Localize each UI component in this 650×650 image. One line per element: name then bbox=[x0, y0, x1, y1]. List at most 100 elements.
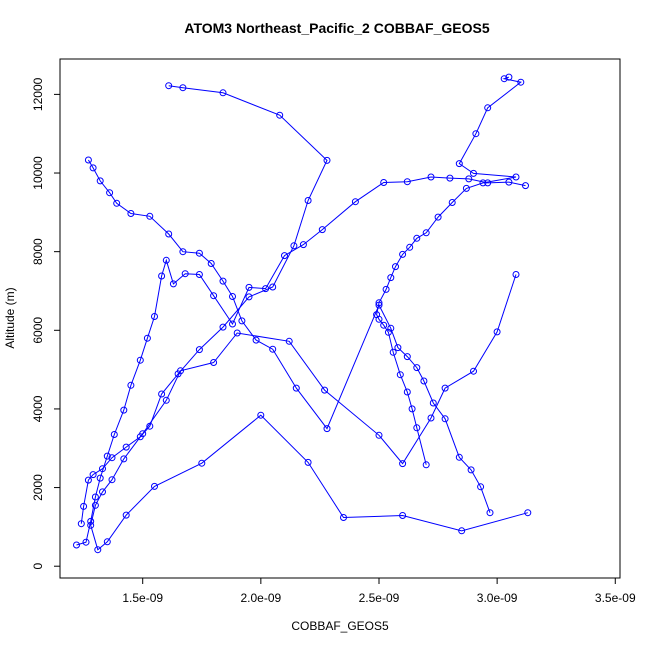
data-point bbox=[127, 381, 135, 389]
data-point bbox=[77, 520, 85, 528]
data-point bbox=[252, 336, 260, 344]
chart-title: ATOM3 Northeast_Pacific_2 COBBAF_GEOS5 bbox=[184, 20, 489, 36]
series-line-4 bbox=[80, 85, 328, 524]
data-point bbox=[429, 399, 437, 407]
data-point bbox=[396, 371, 404, 379]
data-point bbox=[479, 179, 487, 187]
data-point bbox=[517, 78, 525, 86]
data-point bbox=[524, 509, 532, 517]
data-point bbox=[245, 293, 253, 301]
data-point bbox=[422, 229, 430, 237]
y-tick-label: 0 bbox=[31, 563, 45, 570]
data-point bbox=[257, 411, 265, 419]
y-tick-label: 12000 bbox=[31, 77, 45, 111]
data-point bbox=[382, 285, 390, 293]
data-point bbox=[285, 337, 293, 345]
data-point bbox=[375, 431, 383, 439]
data-point bbox=[505, 73, 513, 81]
data-point bbox=[375, 299, 383, 307]
data-point bbox=[292, 384, 300, 392]
data-point bbox=[108, 476, 116, 484]
data-point bbox=[486, 509, 494, 517]
data-point bbox=[181, 270, 189, 278]
y-tick-label: 2000 bbox=[31, 474, 45, 501]
data-point bbox=[198, 459, 206, 467]
y-tick-label: 10000 bbox=[31, 156, 45, 190]
x-tick-label: 3.5e-09 bbox=[595, 591, 636, 605]
data-point bbox=[162, 256, 170, 264]
data-point bbox=[455, 160, 463, 168]
data-point bbox=[351, 198, 359, 206]
x-tick-label: 3.0e-09 bbox=[477, 591, 518, 605]
data-point bbox=[245, 283, 253, 291]
data-point bbox=[151, 313, 158, 320]
data-point bbox=[403, 178, 411, 186]
data-point bbox=[210, 359, 218, 366]
data-point bbox=[219, 277, 227, 285]
data-point bbox=[103, 452, 111, 460]
data-point bbox=[493, 328, 501, 336]
data-point bbox=[290, 242, 298, 250]
data-point bbox=[229, 320, 236, 328]
data-point bbox=[406, 243, 414, 251]
data-point bbox=[399, 512, 407, 519]
x-tick-label: 1.5e-09 bbox=[122, 591, 163, 605]
data-point bbox=[110, 431, 118, 438]
data-point bbox=[91, 501, 99, 509]
data-point bbox=[91, 493, 99, 501]
x-tick-label: 2.0e-09 bbox=[240, 591, 281, 605]
data-point bbox=[375, 315, 383, 323]
data-point bbox=[462, 184, 470, 192]
data-point bbox=[512, 173, 520, 181]
data-point bbox=[122, 511, 130, 519]
series-line-1 bbox=[76, 176, 526, 546]
data-point bbox=[195, 346, 203, 354]
y-tick-label: 4000 bbox=[31, 395, 45, 422]
data-point bbox=[446, 174, 454, 182]
data-point bbox=[120, 455, 128, 463]
data-point bbox=[470, 367, 477, 375]
data-point bbox=[84, 476, 92, 484]
data-point bbox=[269, 283, 277, 291]
data-point bbox=[299, 241, 307, 249]
data-point bbox=[522, 182, 529, 190]
data-point bbox=[434, 213, 442, 221]
data-point bbox=[165, 82, 173, 90]
plot-frame bbox=[59, 58, 621, 579]
data-point bbox=[96, 474, 104, 482]
data-point bbox=[207, 260, 215, 267]
data-point bbox=[420, 377, 428, 385]
data-point bbox=[106, 189, 114, 197]
x-tick-label: 2.5e-09 bbox=[359, 591, 400, 605]
data-point bbox=[403, 353, 411, 361]
x-axis-label: COBBAF_GEOS5 bbox=[291, 619, 389, 633]
data-point bbox=[122, 443, 130, 451]
y-axis: 0 2000 4000 6000 8000 10000 12000 bbox=[31, 77, 60, 570]
data-point bbox=[467, 466, 475, 474]
data-point bbox=[477, 483, 485, 491]
data-point bbox=[73, 541, 80, 549]
data-point bbox=[512, 271, 520, 278]
data-point bbox=[441, 384, 449, 392]
data-point bbox=[455, 453, 463, 461]
data-point bbox=[229, 293, 236, 300]
data-point bbox=[94, 546, 102, 554]
series-line-3 bbox=[87, 159, 491, 513]
data-point bbox=[80, 502, 88, 510]
data-point bbox=[276, 111, 284, 119]
data-point bbox=[103, 538, 111, 546]
data-point bbox=[500, 75, 508, 83]
data-point bbox=[321, 386, 329, 394]
data-point bbox=[389, 348, 397, 356]
data-point bbox=[120, 406, 128, 414]
data-point bbox=[210, 292, 218, 300]
data-point bbox=[465, 175, 473, 183]
data-point bbox=[195, 249, 203, 257]
data-point bbox=[195, 271, 203, 278]
data-point bbox=[413, 424, 421, 432]
data-point bbox=[146, 212, 154, 220]
data-point bbox=[99, 488, 106, 496]
data-point bbox=[399, 460, 407, 468]
data-point bbox=[169, 280, 177, 288]
